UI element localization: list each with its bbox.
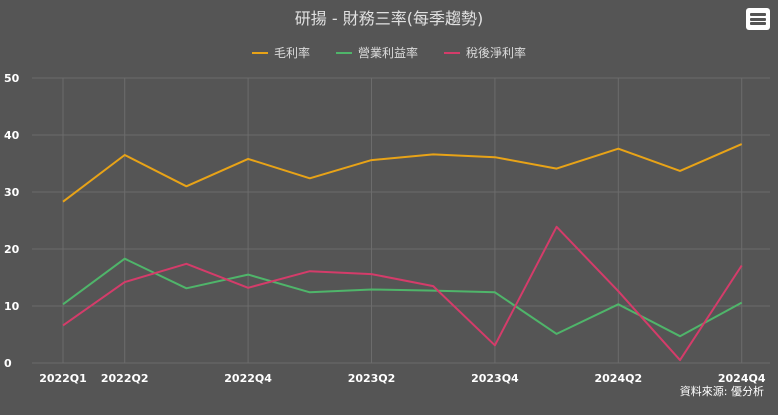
x-tick-label: 2024Q2	[594, 372, 642, 385]
axis-labels: 0 10 20 30 40 50 2022Q1 2022Q2 2022Q4 2023Q2 2023Q…	[4, 72, 766, 385]
legend-swatch	[251, 51, 268, 54]
legend-item-operating-margin[interactable]: 營業利益率	[335, 44, 418, 61]
legend: 毛利率 營業利益率 稅後淨利率	[0, 44, 778, 61]
grid-lines	[32, 77, 770, 364]
legend-item-net-margin[interactable]: 稅後淨利率	[444, 44, 526, 61]
data-source-credit: 資料來源: 優分析	[679, 385, 764, 398]
hamburger-menu-icon[interactable]	[746, 8, 770, 30]
legend-label: 營業利益率	[357, 46, 418, 60]
legend-item-gross-margin[interactable]: 毛利率	[251, 44, 310, 61]
y-tick-label: 50	[4, 72, 20, 85]
x-tick-label: 2022Q2	[101, 372, 149, 385]
y-tick-label: 20	[4, 243, 20, 256]
series-line-0	[62, 143, 743, 203]
x-tick-label: 2022Q4	[224, 372, 272, 385]
chart-title: 研揚 - 財務三率(每季趨勢)	[294, 9, 484, 28]
legend-swatch	[444, 51, 460, 54]
series-lines	[62, 143, 743, 362]
y-tick-label: 0	[4, 357, 12, 370]
x-tick-label: 2024Q4	[718, 372, 766, 385]
legend-label: 毛利率	[273, 46, 310, 60]
x-tick-label: 2022Q1	[39, 372, 87, 385]
y-tick-label: 10	[4, 300, 20, 313]
y-tick-label: 30	[4, 186, 20, 199]
series-line-1	[62, 257, 743, 338]
legend-label: 稅後淨利率	[466, 46, 527, 60]
legend-swatch	[335, 51, 352, 54]
x-tick-label: 2023Q4	[471, 372, 519, 385]
series-line-2	[62, 225, 743, 362]
x-tick-label: 2023Q2	[348, 372, 396, 385]
y-tick-label: 40	[4, 129, 20, 142]
